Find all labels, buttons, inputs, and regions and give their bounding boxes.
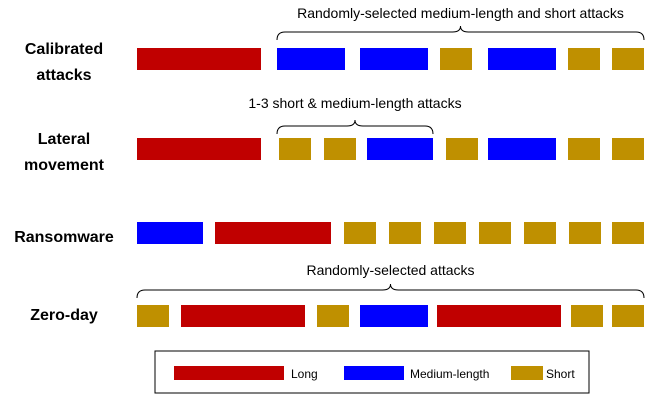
short-attack-block	[612, 305, 644, 327]
row-label: Calibrated	[25, 41, 103, 58]
long-attack-block	[137, 138, 261, 160]
short-attack-block	[324, 138, 356, 160]
legend: Long Medium-length Short	[154, 350, 590, 394]
medium-attack-block	[360, 305, 428, 327]
short-attack-block	[571, 305, 603, 327]
row-ransomware: Ransomware	[14, 222, 644, 246]
short-attack-block	[612, 48, 644, 70]
medium-attack-block	[277, 48, 345, 70]
short-attack-block	[440, 48, 472, 70]
row-lateral: Lateral movement 1-3 short & medium-length…	[24, 95, 644, 174]
short-attack-block	[568, 138, 600, 160]
long-attack-block	[437, 305, 561, 327]
legend-label-long: Long	[291, 367, 318, 381]
short-attack-block	[446, 138, 478, 160]
short-attack-block	[279, 138, 311, 160]
short-attack-block	[479, 222, 511, 244]
short-attack-block	[137, 305, 169, 327]
row-label: Ransomware	[14, 229, 114, 246]
short-attack-block	[434, 222, 466, 244]
short-attack-block	[612, 222, 644, 244]
bracket-annotation: Randomly-selected medium-length and shor…	[297, 5, 624, 21]
short-attack-block	[317, 305, 349, 327]
row-label: Lateral	[38, 131, 90, 148]
short-attack-block	[344, 222, 376, 244]
row-calibrated: Calibrated attacks Randomly-selected mediu…	[25, 5, 645, 84]
short-attack-block	[612, 138, 644, 160]
medium-attack-block	[488, 138, 556, 160]
curly-brace	[276, 119, 434, 135]
row-label: Zero-day	[30, 307, 98, 324]
row-zeroday: Zero-day Randomly-selected attacks	[30, 262, 645, 327]
short-attack-block	[569, 222, 601, 244]
long-attack-block	[181, 305, 305, 327]
medium-attack-block	[488, 48, 556, 70]
row-label: movement	[24, 157, 105, 174]
long-attack-block	[215, 222, 331, 244]
short-attack-block	[568, 48, 600, 70]
short-attack-block	[524, 222, 556, 244]
short-attack-block	[389, 222, 421, 244]
curly-brace	[136, 283, 645, 299]
medium-attack-block	[360, 48, 428, 70]
medium-attack-block	[367, 138, 433, 160]
bracket-annotation: Randomly-selected attacks	[306, 262, 474, 278]
legend-swatch-medium	[344, 366, 404, 380]
legend-swatch-short	[511, 366, 543, 380]
legend-swatch-long	[174, 366, 284, 380]
medium-attack-block	[137, 222, 203, 244]
legend-label-short: Short	[546, 367, 575, 381]
legend-label-medium: Medium-length	[410, 367, 489, 381]
bracket-annotation: 1-3 short & medium-length attacks	[248, 95, 461, 111]
row-label: attacks	[36, 67, 91, 84]
long-attack-block	[137, 48, 261, 70]
curly-brace	[276, 25, 645, 41]
